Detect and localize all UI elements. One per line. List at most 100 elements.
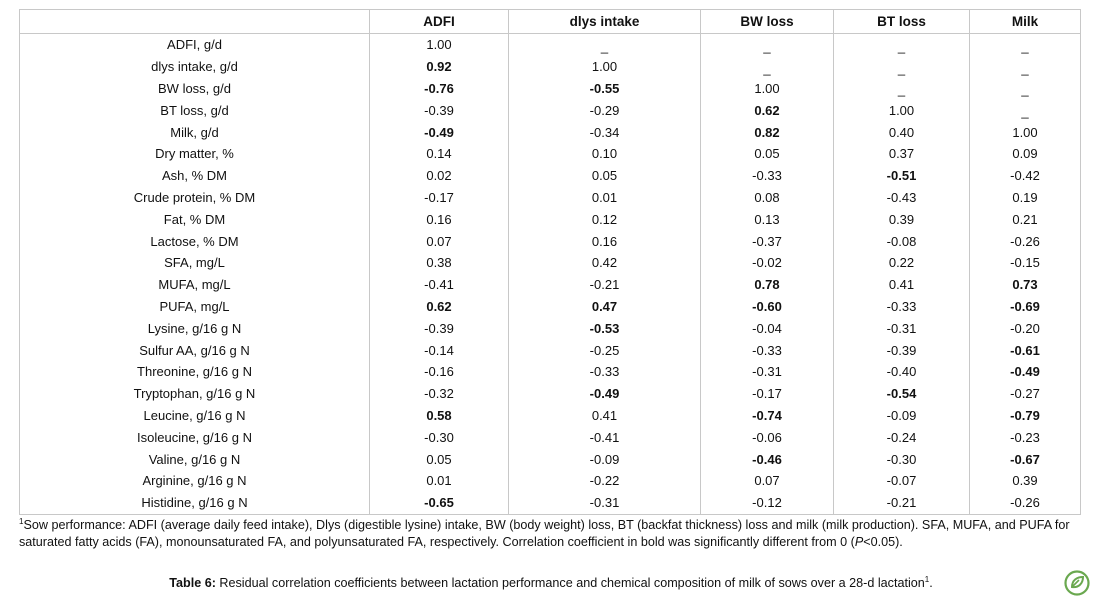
table-row: BW loss, g/d -0.76 -0.55 1.00 _ _: [20, 77, 1081, 100]
table-row: Isoleucine, g/16 g N -0.30 -0.41 -0.06 -0.24…: [20, 426, 1081, 449]
table-cell: -0.17: [369, 186, 509, 209]
table-cell: -0.20: [969, 317, 1081, 340]
caption-text: Residual correlation coefficients betwee…: [215, 576, 925, 590]
table-row: Tryptophan, g/16 g N -0.32 -0.49 -0.17 -0.54…: [20, 382, 1081, 405]
table-cell: -0.31: [700, 360, 834, 383]
table-cell: -0.51: [833, 164, 970, 187]
table-cell: 1.00: [833, 99, 970, 122]
row-label: Histidine, g/16 g N: [141, 495, 248, 511]
table-cell: 0.19: [969, 186, 1081, 209]
table-row: Lysine, g/16 g N -0.39 -0.53 -0.04 -0.31 -0.2…: [20, 317, 1081, 340]
table-cell: 0.05: [700, 142, 834, 165]
table-cell: -0.46: [700, 448, 834, 470]
table-cell: 0.08: [700, 186, 834, 209]
table-row: Sulfur AA, g/16 g N -0.14 -0.25 -0.33 -0.39-…: [20, 339, 1081, 361]
table-cell: -0.67: [969, 448, 1081, 470]
table-cell: -0.26: [969, 230, 1081, 252]
table-cell: -0.55: [508, 77, 701, 100]
table-cell: -0.39: [833, 339, 970, 361]
table-row: Ash, % DM 0.02 0.05 -0.33 -0.51 -0.42: [20, 164, 1081, 187]
table-cell: -0.41: [369, 273, 509, 296]
table-cell: -0.60: [700, 295, 834, 318]
table-row: Threonine, g/16 g N -0.16 -0.33 -0.31 -0.40-…: [20, 360, 1081, 383]
row-label: Leucine, g/16 g N: [143, 407, 246, 423]
row-label: Sulfur AA, g/16 g N: [139, 342, 250, 358]
table-cell: 0.38: [369, 251, 509, 274]
table-cell: 0.62: [369, 295, 509, 318]
table-cell: 0.62: [700, 99, 834, 122]
table-cell: 0.13: [700, 208, 834, 231]
footnote-marker: 1: [19, 516, 24, 526]
header-empty: [19, 9, 370, 34]
table-footnote: 1Sow performance: ADFI (average daily fe…: [19, 517, 1083, 551]
table-cell: -0.33: [700, 164, 834, 187]
table-cell: 0.16: [508, 230, 701, 252]
row-label: Fat, % DM: [163, 211, 226, 227]
table-cell: -0.12: [700, 491, 834, 515]
table-cell: 0.07: [700, 469, 834, 492]
row-label: SFA, mg/L: [164, 255, 225, 271]
table-cell: -0.61: [969, 339, 1081, 361]
table-row: SFA, mg/L 0.38 0.42 -0.02 0.22 -0.15: [20, 251, 1081, 274]
table-cell: -0.09: [508, 448, 701, 470]
table-cell: 0.42: [508, 251, 701, 274]
table-cell: -0.42: [969, 164, 1081, 187]
row-label: MUFA, mg/L: [158, 277, 231, 293]
row-label: Milk, g/d: [170, 124, 219, 140]
correlation-table: ADFI dlys intake BW loss BT loss Milk AD…: [19, 9, 1081, 515]
table-cell: 0.22: [833, 251, 970, 274]
table-cell: -0.49: [508, 382, 701, 405]
table-cell: 0.39: [969, 469, 1081, 492]
table-row: Valine, g/16 g N 0.05 -0.09 -0.46 -0.30 -0.67: [20, 448, 1081, 470]
table-cell: 0.05: [369, 448, 509, 470]
table-cell: 0.37: [833, 142, 970, 165]
table-row: Fat, % DM 0.16 0.12 0.13 0.39 0.21: [20, 208, 1081, 231]
table-row: ADFI, g/d 1.00 _ _ _ _: [20, 33, 1081, 56]
table-cell: -0.07: [833, 469, 970, 492]
leaf-badge-icon: [1064, 570, 1090, 596]
table-cell: -0.49: [369, 121, 509, 143]
table-row: Leucine, g/16 g N 0.58 0.41 -0.74 -0.09 -0.79: [20, 404, 1081, 427]
table-cell: -0.33: [833, 295, 970, 318]
table-row: dlys intake, g/d 0.92 1.00 _ _ _: [20, 55, 1081, 78]
row-label: Threonine, g/16 g N: [137, 364, 252, 380]
table-cell: -0.54: [833, 382, 970, 405]
table-cell: -0.39: [369, 99, 509, 122]
table-cell: -0.02: [700, 251, 834, 274]
table-cell: -0.16: [369, 360, 509, 383]
table-row: PUFA, mg/L 0.62 0.47 -0.60 -0.33 -0.69: [20, 295, 1081, 318]
table-cell: -0.04: [700, 317, 834, 340]
footnote-text: Sow performance: ADFI (average daily fee…: [19, 518, 1070, 549]
table-cell: -0.22: [508, 469, 701, 492]
table-cell: -0.76: [369, 77, 509, 100]
table-cell: 0.05: [508, 164, 701, 187]
table-cell: -0.25: [508, 339, 701, 361]
row-label: Crude protein, % DM: [133, 189, 256, 205]
table-cell: -0.33: [700, 339, 834, 361]
row-label: BT loss, g/d: [160, 102, 229, 118]
row-label: Isoleucine, g/16 g N: [137, 429, 252, 445]
table-cell: -0.31: [508, 491, 701, 515]
footnote-p-symbol: P: [854, 535, 864, 549]
header-adfi: ADFI: [369, 9, 509, 34]
table-cell: 1.00: [508, 55, 701, 78]
logo-leaf-vein: [1071, 579, 1080, 588]
table-cell: _: [700, 33, 834, 56]
table-row: Histidine, g/16 g N -0.65 -0.31 -0.12 -0.21-…: [20, 491, 1081, 515]
row-label: Lysine, g/16 g N: [147, 320, 242, 336]
table-cell: 0.02: [369, 164, 509, 187]
table-cell: _: [833, 33, 970, 56]
row-label: Ash, % DM: [161, 168, 227, 184]
table-cell: _: [700, 55, 834, 78]
table-row: Crude protein, % DM -0.17 0.01 0.08 -0.43 0.1…: [20, 186, 1081, 209]
table-cell: -0.37: [700, 230, 834, 252]
table-cell: 0.01: [369, 469, 509, 492]
table-cell: -0.53: [508, 317, 701, 340]
table-cell: 0.14: [369, 142, 509, 165]
table-row: MUFA, mg/L -0.41 -0.21 0.78 0.41 0.73: [20, 273, 1081, 296]
logo-ring: [1064, 570, 1090, 596]
table-row: Dry matter, % 0.14 0.10 0.05 0.37 0.09: [20, 142, 1081, 165]
table-cell: 0.78: [700, 273, 834, 296]
table-cell: _: [508, 33, 701, 56]
table-cell: 0.21: [969, 208, 1081, 231]
